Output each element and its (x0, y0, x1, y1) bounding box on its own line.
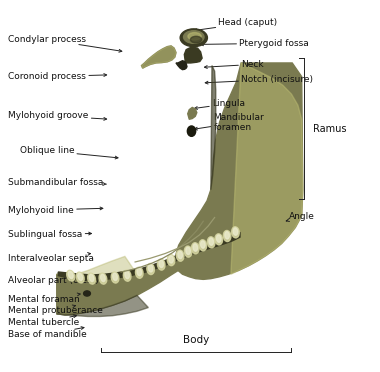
Ellipse shape (76, 272, 84, 283)
Polygon shape (57, 295, 148, 317)
Ellipse shape (209, 238, 214, 245)
Polygon shape (188, 108, 197, 119)
Polygon shape (58, 232, 240, 280)
Text: Head (caput): Head (caput) (194, 19, 277, 32)
Text: Mental tubercle: Mental tubercle (8, 315, 79, 327)
Text: Coronoid process: Coronoid process (8, 72, 107, 81)
Polygon shape (175, 63, 303, 279)
Ellipse shape (99, 273, 107, 284)
Ellipse shape (180, 29, 207, 46)
Ellipse shape (135, 267, 143, 278)
Text: Oblique line: Oblique line (20, 146, 118, 159)
Ellipse shape (137, 268, 142, 276)
Ellipse shape (233, 228, 238, 235)
Ellipse shape (111, 272, 119, 283)
Text: Condylar process: Condylar process (8, 35, 122, 52)
Ellipse shape (169, 256, 173, 263)
Polygon shape (57, 256, 137, 279)
Ellipse shape (89, 274, 94, 282)
Ellipse shape (101, 274, 105, 282)
Text: Mylohyoid line: Mylohyoid line (8, 206, 103, 215)
Ellipse shape (178, 251, 182, 259)
Text: Mylohyoid groove: Mylohyoid groove (8, 111, 107, 120)
Polygon shape (211, 65, 216, 190)
Ellipse shape (176, 250, 184, 261)
Polygon shape (231, 63, 303, 274)
Text: Mandibular
foramen: Mandibular foramen (195, 113, 264, 132)
Ellipse shape (124, 270, 131, 281)
Ellipse shape (201, 241, 205, 248)
Text: Alveolar part (crest): Alveolar part (crest) (8, 275, 99, 285)
Ellipse shape (207, 237, 215, 248)
Ellipse shape (217, 235, 221, 242)
Ellipse shape (225, 232, 230, 239)
Ellipse shape (78, 273, 83, 280)
Polygon shape (176, 61, 187, 70)
Ellipse shape (223, 231, 231, 241)
Text: Base of mandible: Base of mandible (8, 327, 87, 339)
Ellipse shape (84, 291, 90, 296)
Ellipse shape (187, 126, 196, 137)
Ellipse shape (232, 227, 239, 238)
Ellipse shape (184, 246, 192, 257)
Ellipse shape (68, 272, 73, 279)
Ellipse shape (186, 247, 190, 254)
Text: Mental foraman: Mental foraman (8, 293, 80, 304)
Text: Ramus: Ramus (313, 124, 347, 134)
Ellipse shape (215, 234, 223, 245)
Ellipse shape (190, 36, 202, 43)
Ellipse shape (113, 273, 117, 280)
Ellipse shape (167, 254, 175, 266)
Polygon shape (184, 47, 202, 63)
Ellipse shape (147, 263, 154, 275)
Text: Mental protuberance: Mental protuberance (8, 305, 103, 315)
Ellipse shape (88, 273, 95, 284)
Text: Submandibular fossa: Submandibular fossa (8, 178, 106, 187)
Text: Lingula: Lingula (195, 99, 245, 109)
Text: Interalveolar septa: Interalveolar septa (8, 253, 94, 263)
Ellipse shape (66, 270, 75, 281)
Text: Sublingual fossa: Sublingual fossa (8, 230, 92, 239)
Ellipse shape (188, 33, 201, 40)
Polygon shape (57, 227, 241, 315)
Text: Notch (incisure): Notch (incisure) (205, 75, 313, 84)
Text: Angle: Angle (286, 212, 315, 221)
Ellipse shape (184, 31, 204, 43)
Ellipse shape (199, 240, 207, 251)
Polygon shape (141, 46, 176, 68)
Text: Pterygoid fossa: Pterygoid fossa (201, 39, 309, 48)
Ellipse shape (148, 264, 153, 272)
Polygon shape (141, 46, 176, 68)
Ellipse shape (157, 259, 165, 270)
Ellipse shape (125, 271, 130, 279)
Ellipse shape (159, 260, 163, 267)
Text: Body: Body (182, 335, 209, 344)
Ellipse shape (193, 244, 198, 251)
Ellipse shape (192, 243, 199, 254)
Text: Neck: Neck (204, 60, 264, 69)
